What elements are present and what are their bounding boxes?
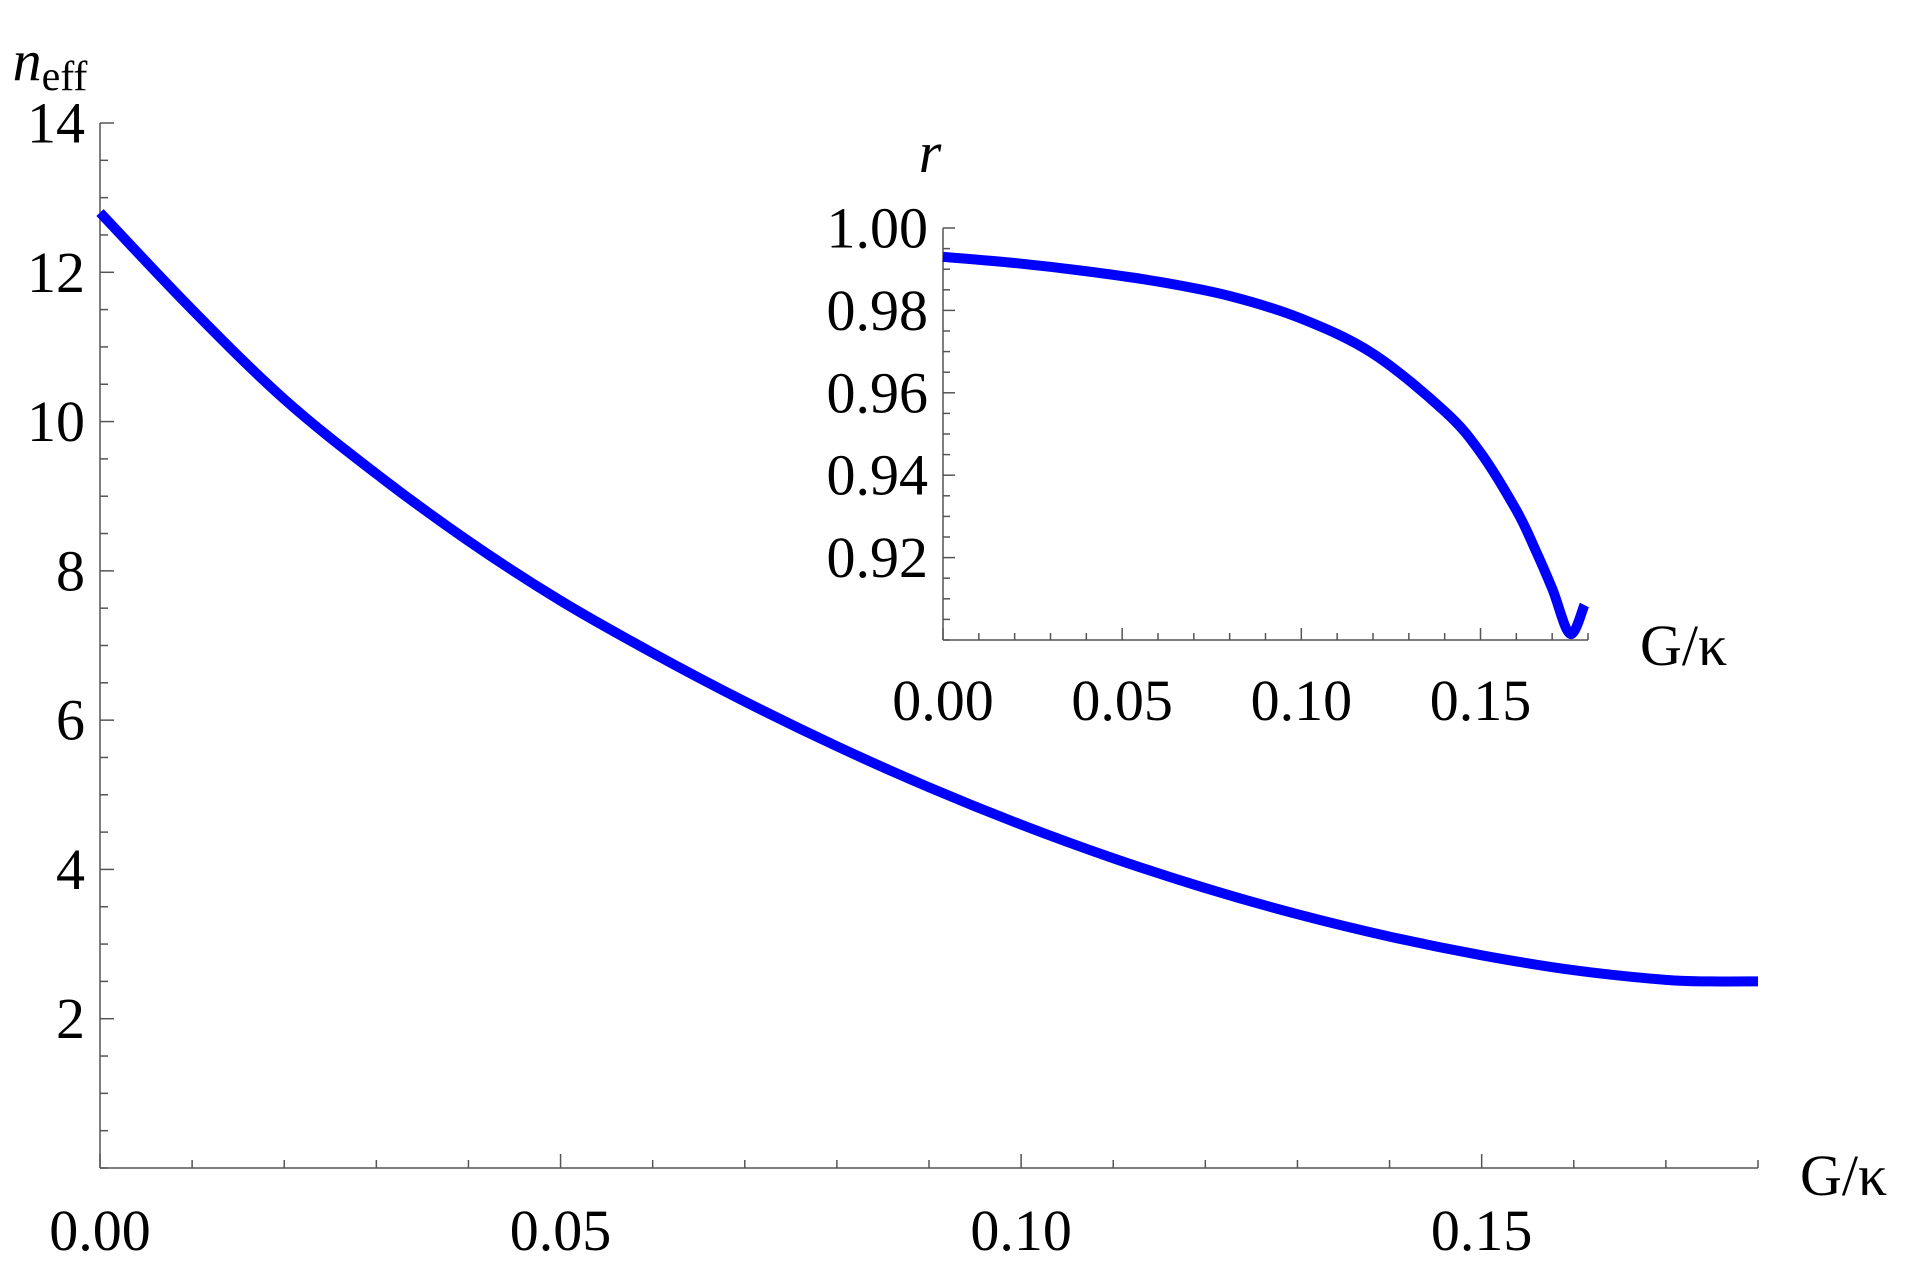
main-series-line-0 [96,209,1759,987]
inset-x-axis-label: G/κ [1640,613,1727,678]
inset-x-tick-label: 0.15 [1430,668,1532,733]
main-y-tick-label: 4 [56,837,85,902]
main-y-tick-label: 8 [56,538,85,603]
inset-y-tick-label: 0.96 [827,360,929,425]
main-x-tick-label: 0.10 [970,1198,1072,1263]
main-y-axis-label: neff [13,28,88,100]
main-x-tick-label: 0.05 [510,1198,612,1263]
inset-x-tick-label: 0.00 [892,668,994,733]
main-y-tick-label: 6 [56,688,85,753]
inset-y-axis-label-main: r [919,120,942,185]
inset-series-line-0 [942,251,1590,639]
main-x-tick-label: 0.15 [1431,1198,1533,1263]
main-y-axis-label-subscript: eff [42,54,88,100]
inset-x-tick-label: 0.05 [1071,668,1173,733]
inset-x-tick-label: 0.10 [1251,668,1353,733]
inset-y-tick-label: 0.92 [827,525,929,590]
main-y-tick-label: 12 [27,240,85,305]
main-y-tick-label: 10 [27,389,85,454]
main-x-tick-label: 0.00 [49,1198,151,1263]
main-y-tick-label: 2 [56,986,85,1051]
main-x-axis-label: G/κ [1800,1143,1887,1208]
inset-y-tick-label: 0.94 [827,443,929,508]
main-y-tick-label: 14 [27,91,85,156]
inset-y-tick-label: 0.98 [827,278,929,343]
main-y-axis-label-main: n [13,28,42,93]
inset-y-tick-label: 1.00 [827,196,929,261]
inset-y-axis-label: r [919,120,942,185]
